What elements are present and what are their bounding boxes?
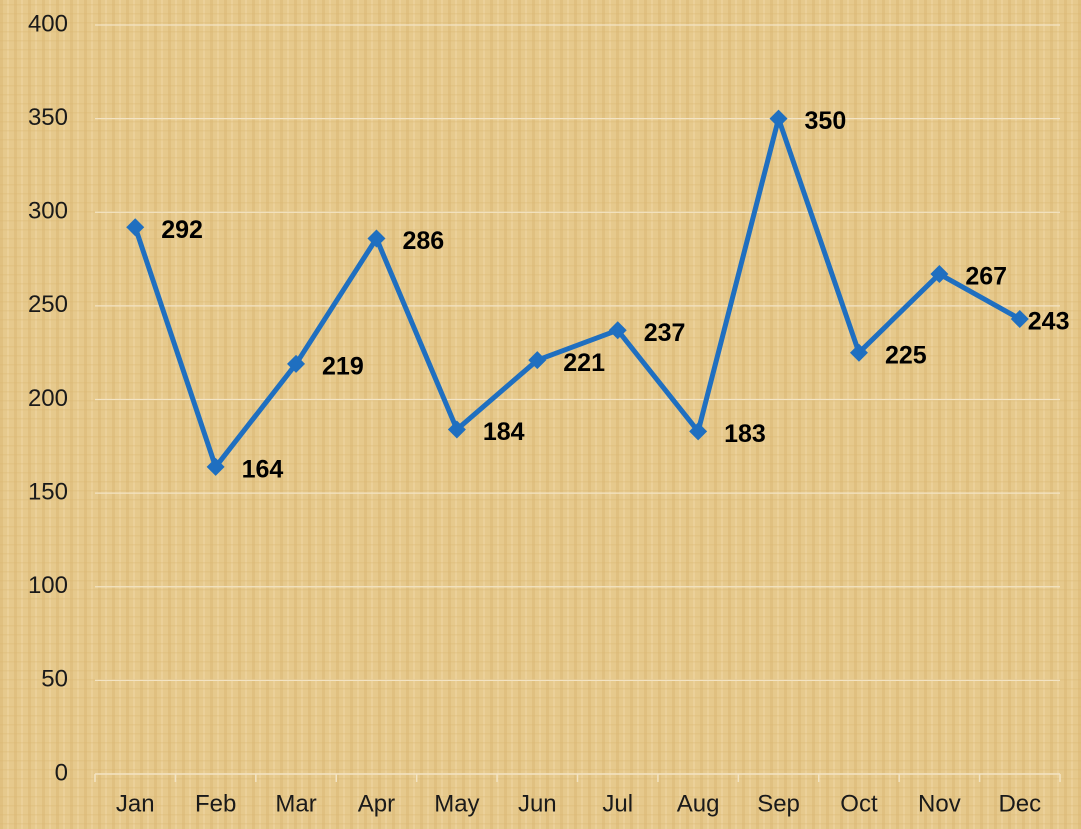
x-tick-label: Nov [918, 790, 961, 817]
value-label: 243 [1028, 308, 1070, 336]
y-tick-label: 50 [41, 666, 68, 693]
value-label: 237 [644, 319, 686, 347]
value-label: 183 [724, 420, 766, 448]
marker [930, 265, 949, 284]
x-tick-label: Jun [518, 790, 557, 817]
x-tick-label: May [434, 790, 479, 817]
value-label: 221 [563, 349, 605, 377]
marker [367, 229, 386, 248]
marker [1010, 309, 1029, 328]
y-tick-label: 0 [55, 759, 68, 786]
x-tick-label: Feb [195, 790, 236, 817]
marker [849, 343, 868, 362]
x-tick-label: Aug [677, 790, 720, 817]
y-tick-label: 150 [28, 478, 68, 505]
value-label: 286 [402, 227, 444, 255]
value-label: 267 [965, 263, 1007, 291]
value-label: 292 [161, 216, 203, 244]
marker [287, 354, 306, 373]
marker [689, 422, 708, 441]
line-series [132, 116, 1022, 470]
y-tick-label: 250 [28, 291, 68, 318]
y-tick-label: 200 [28, 385, 68, 412]
marker [608, 321, 627, 340]
x-tick-label: Jul [602, 790, 633, 817]
x-tick-label: Dec [998, 790, 1041, 817]
marker [126, 218, 145, 237]
value-label: 225 [885, 341, 927, 369]
marker [447, 420, 466, 439]
value-label: 350 [805, 107, 847, 135]
marker [528, 351, 547, 370]
x-tick-label: Oct [840, 790, 878, 817]
x-tick-label: Apr [358, 790, 395, 817]
x-tick-label: Sep [757, 790, 800, 817]
value-label: 219 [322, 353, 364, 381]
x-tick-label: Jan [116, 790, 155, 817]
y-tick-label: 100 [28, 572, 68, 599]
x-tick-label: Mar [275, 790, 316, 817]
marker [769, 109, 788, 128]
y-tick-label: 350 [28, 104, 68, 131]
y-tick-label: 400 [28, 10, 68, 37]
value-label: 164 [242, 456, 284, 484]
marker [206, 457, 225, 476]
value-label: 184 [483, 418, 525, 446]
y-tick-label: 300 [28, 198, 68, 225]
